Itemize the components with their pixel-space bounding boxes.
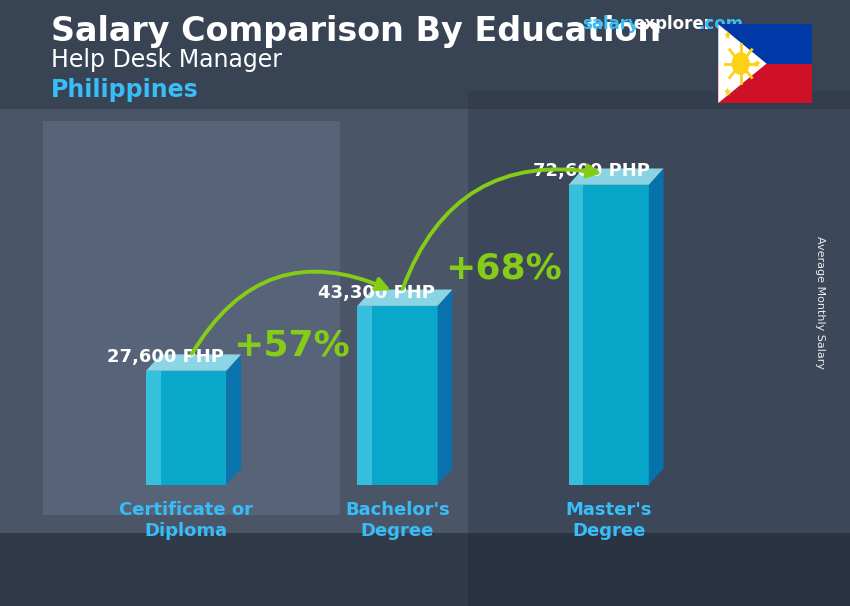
Polygon shape	[146, 355, 241, 371]
Text: explorer: explorer	[633, 15, 712, 33]
Text: 72,600 PHP: 72,600 PHP	[533, 162, 650, 181]
Polygon shape	[357, 306, 438, 485]
Polygon shape	[569, 168, 664, 185]
Polygon shape	[724, 30, 731, 39]
Text: +57%: +57%	[234, 328, 350, 362]
Polygon shape	[357, 306, 371, 485]
Bar	[718, 64, 812, 103]
Text: .com: .com	[699, 15, 744, 33]
Bar	[718, 24, 812, 64]
Polygon shape	[357, 290, 452, 306]
Polygon shape	[569, 185, 583, 485]
Circle shape	[733, 53, 749, 75]
Text: +68%: +68%	[445, 252, 561, 286]
Bar	[0, 533, 850, 606]
Text: salary: salary	[582, 15, 639, 33]
Text: Salary Comparison By Education: Salary Comparison By Education	[51, 15, 661, 48]
Polygon shape	[226, 355, 241, 485]
Polygon shape	[438, 290, 452, 485]
Polygon shape	[724, 87, 731, 96]
Text: Average Monthly Salary: Average Monthly Salary	[815, 236, 825, 370]
Text: Philippines: Philippines	[51, 78, 199, 102]
Polygon shape	[649, 168, 664, 485]
Polygon shape	[754, 59, 761, 67]
Bar	[468, 91, 850, 606]
Polygon shape	[569, 185, 649, 485]
Polygon shape	[146, 371, 226, 485]
Bar	[0, 0, 850, 109]
Bar	[42, 121, 340, 515]
Polygon shape	[718, 24, 767, 103]
Text: 43,300 PHP: 43,300 PHP	[318, 284, 434, 302]
Text: 27,600 PHP: 27,600 PHP	[106, 348, 224, 367]
Text: Help Desk Manager: Help Desk Manager	[51, 48, 282, 73]
Polygon shape	[146, 371, 161, 485]
